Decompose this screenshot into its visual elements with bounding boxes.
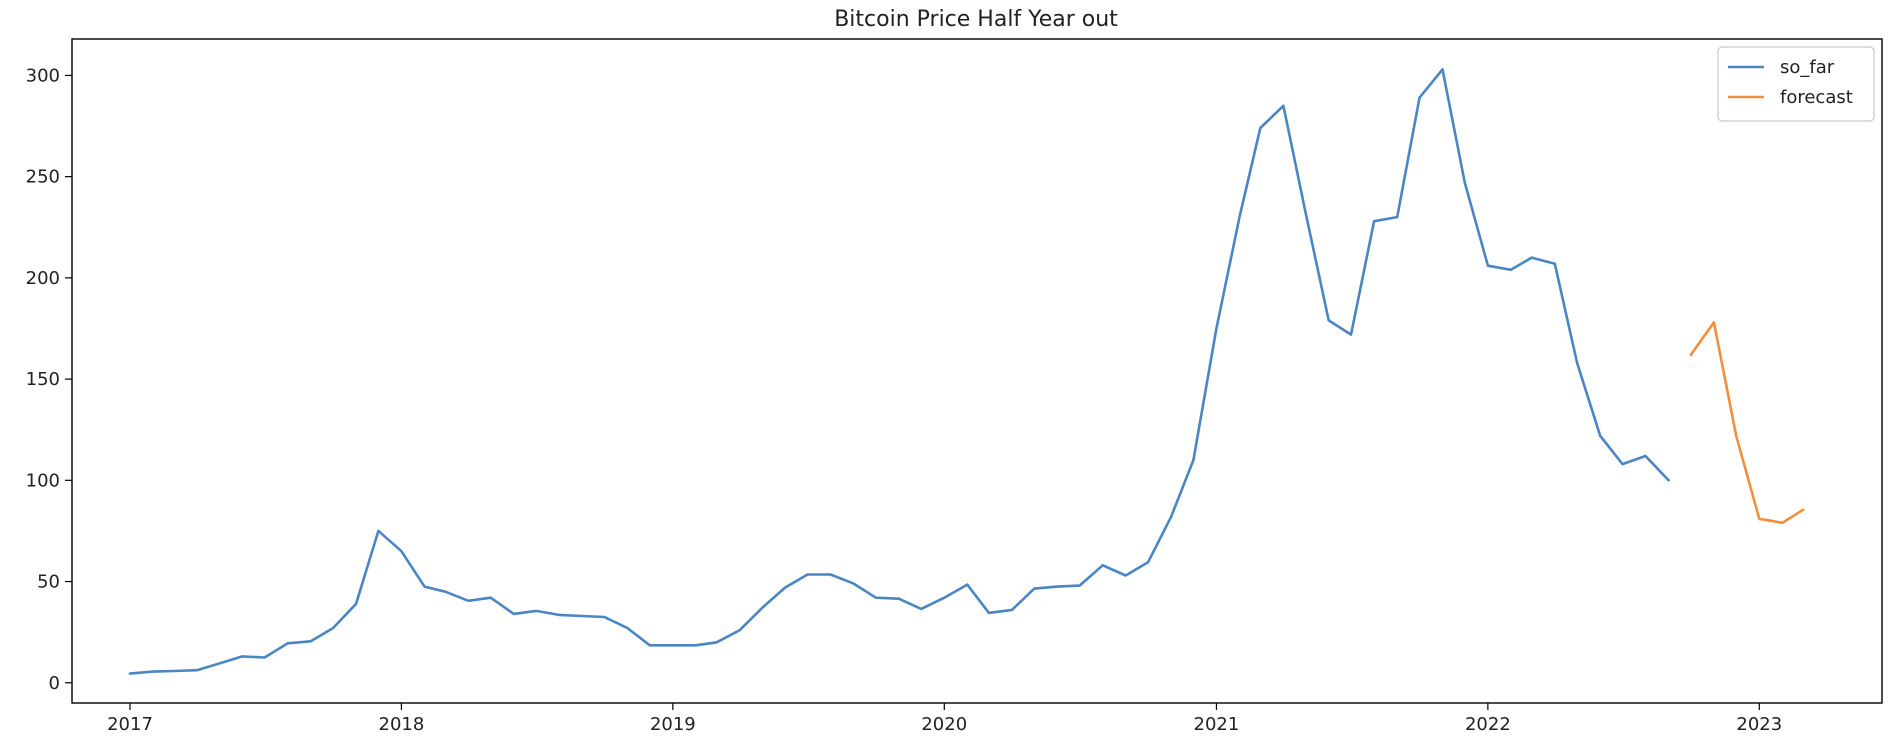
series-line-forecast (1689, 321, 1805, 525)
x-tick-label: 2017 (107, 714, 153, 735)
legend-label: so_far (1780, 57, 1835, 78)
x-tick-label: 2021 (1194, 714, 1240, 735)
y-tick-label: 50 (37, 572, 60, 593)
x-tick-label: 2020 (921, 714, 967, 735)
y-tick-label: 0 (49, 673, 60, 694)
y-tick-label: 300 (26, 65, 60, 86)
x-axis: 2017 2018 2019 2020 2021 2022 2023 (107, 703, 1782, 735)
series-line-so-far (128, 68, 1670, 675)
x-tick-label: 2018 (379, 714, 425, 735)
legend-box (1717, 46, 1875, 122)
y-tick-label: 150 (26, 369, 60, 390)
y-tick-label: 250 (26, 167, 60, 188)
x-tick-label: 2023 (1736, 714, 1782, 735)
y-tick-label: 100 (26, 470, 60, 491)
legend: so_far forecast (1717, 46, 1875, 122)
y-tick-label: 200 (26, 268, 60, 289)
y-axis: 0 50 100 150 200 250 300 (26, 65, 72, 694)
x-tick-label: 2019 (650, 714, 696, 735)
series-layer (128, 68, 1805, 675)
x-tick-label: 2022 (1465, 714, 1511, 735)
plot-frame (71, 38, 1883, 704)
legend-label: forecast (1780, 87, 1853, 108)
chart-title: Bitcoin Price Half Year out (834, 7, 1118, 32)
